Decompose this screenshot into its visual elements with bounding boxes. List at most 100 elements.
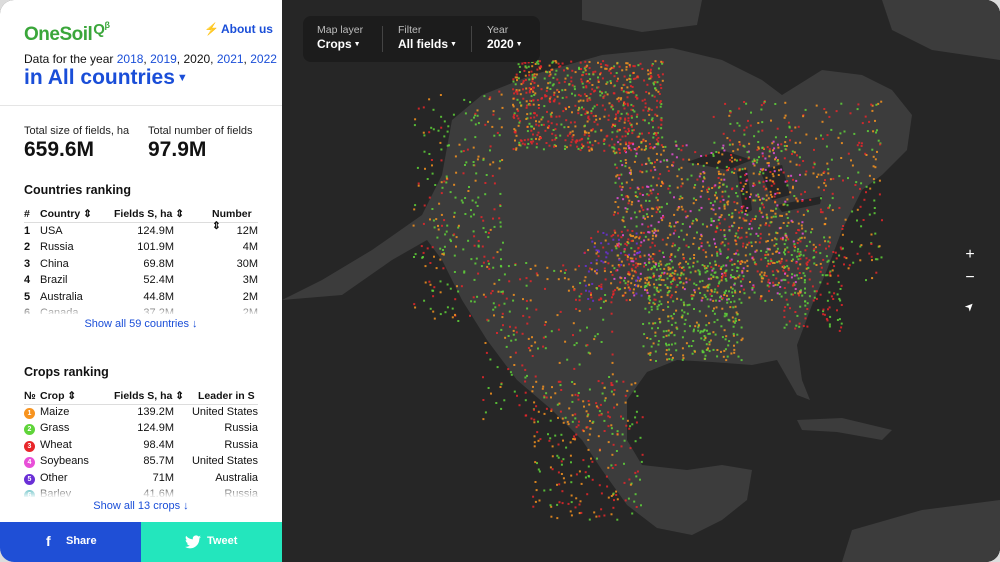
map-view[interactable]: Map layer Crops ▼ Filter All fields ▼ Ye… <box>282 0 1000 562</box>
field-dot <box>570 474 573 477</box>
field-dot <box>824 274 827 277</box>
field-dot <box>838 297 841 300</box>
col-country-sort[interactable]: Country ⇕ <box>40 208 92 220</box>
share-button[interactable]: f Share <box>0 522 141 562</box>
field-dot <box>524 380 527 383</box>
field-dot <box>587 249 590 252</box>
field-dot <box>429 307 432 310</box>
year-link-2022[interactable]: 2022 <box>250 52 277 66</box>
field-dot <box>440 126 443 129</box>
show-all-countries-link[interactable]: Show all 59 countries ↓ <box>84 318 198 330</box>
country-name-cell: USA <box>40 225 63 237</box>
field-dot <box>440 159 443 162</box>
onesoil-logo[interactable]: OneSoilQβ <box>24 20 110 45</box>
field-dot <box>600 287 603 290</box>
year-link-2019[interactable]: 2019 <box>150 52 177 66</box>
field-dot <box>616 80 619 83</box>
field-dot <box>584 284 587 287</box>
col-leader[interactable]: Leader in S <box>198 390 255 402</box>
table-row[interactable]: 2 Grass 124.9M Russia <box>24 421 258 437</box>
field-dot <box>551 139 554 142</box>
field-dot <box>417 184 420 187</box>
table-row[interactable]: 5 Australia 44.8M 2M <box>24 290 258 306</box>
table-row[interactable]: 4 Soybeans 85.7M United States <box>24 454 258 470</box>
field-dot <box>582 145 585 148</box>
table-row[interactable]: 4 Brazil 52.4M 3M <box>24 273 258 289</box>
field-dot <box>785 298 788 301</box>
field-dot <box>760 249 763 252</box>
field-dot <box>723 315 726 318</box>
field-dot <box>523 139 526 142</box>
fields-size-cell: 124.9M <box>137 422 174 435</box>
field-dot <box>611 125 614 128</box>
year-link-2018[interactable]: 2018 <box>116 52 144 66</box>
filter-dropdown[interactable]: Filter All fields ▼ <box>398 24 457 51</box>
field-dot <box>482 261 485 264</box>
field-dot <box>630 240 633 242</box>
field-dot <box>682 301 685 304</box>
year-link-2021[interactable]: 2021 <box>216 52 244 66</box>
field-dot <box>532 133 534 136</box>
col-crop-sort[interactable]: Crop ⇕ <box>40 390 77 402</box>
field-dot <box>437 228 440 231</box>
field-dot <box>474 179 477 182</box>
map-canvas[interactable] <box>282 0 1000 562</box>
field-dot <box>725 289 727 292</box>
table-row[interactable]: 1 USA 124.9M 12M <box>24 224 258 240</box>
show-all-crops-link[interactable]: Show all 13 crops ↓ <box>93 500 189 512</box>
field-dot <box>573 121 576 124</box>
field-dot <box>646 83 649 86</box>
field-dot <box>694 350 696 353</box>
country-dropdown[interactable]: in All countries ▼ <box>24 66 188 89</box>
field-dot <box>805 170 808 173</box>
zoom-out-button[interactable]: − <box>965 269 975 286</box>
field-dot <box>799 291 802 294</box>
field-dot <box>513 116 516 119</box>
field-dot <box>738 107 741 110</box>
table-row[interactable]: 2 Russia 101.9M 4M <box>24 240 258 256</box>
field-dot <box>656 208 659 211</box>
table-row[interactable]: 3 China 69.8M 30M <box>24 257 258 273</box>
field-dot <box>704 271 707 274</box>
field-dot <box>549 81 552 84</box>
field-dot <box>566 74 569 77</box>
field-dot <box>774 136 777 139</box>
field-dot <box>650 345 653 348</box>
field-dot <box>667 315 670 318</box>
field-dot <box>717 219 720 221</box>
field-dot <box>616 403 619 406</box>
field-dot <box>781 236 784 239</box>
field-dot <box>658 317 661 320</box>
field-dot <box>676 208 679 211</box>
field-dot <box>628 199 631 202</box>
field-dot <box>778 251 781 254</box>
field-dot <box>821 137 824 140</box>
field-dot <box>522 80 525 82</box>
col-fields-sort[interactable]: Fields S, ha ⇕ <box>114 390 185 402</box>
field-dot <box>557 62 560 65</box>
field-dot <box>753 261 756 264</box>
field-dot <box>678 198 681 201</box>
field-dot <box>739 263 742 265</box>
tweet-button[interactable]: Tweet <box>141 522 282 562</box>
map-layer-dropdown[interactable]: Map layer Crops ▼ <box>317 24 364 51</box>
field-dot <box>610 249 613 252</box>
field-dot <box>811 228 814 231</box>
table-row[interactable]: 5 Other 71M Australia <box>24 471 258 487</box>
field-dot <box>474 201 477 204</box>
zoom-in-button[interactable]: + <box>965 246 975 263</box>
field-dot <box>628 77 631 80</box>
year-dropdown[interactable]: Year 2020 ▼ <box>487 24 523 51</box>
field-dot <box>649 338 652 340</box>
field-dot <box>526 146 529 149</box>
field-dot <box>643 119 646 122</box>
field-dot <box>670 274 673 277</box>
field-dot <box>797 125 800 128</box>
col-number-sort[interactable]: Number ⇕ <box>212 208 252 232</box>
field-dot <box>790 276 793 279</box>
col-fields-sort[interactable]: Fields S, ha ⇕ <box>114 208 185 220</box>
about-us-link[interactable]: ⚡ About us <box>204 22 273 36</box>
field-dot <box>586 344 589 346</box>
table-row[interactable]: 1 Maize 139.2M United States <box>24 405 258 421</box>
table-row[interactable]: 3 Wheat 98.4M Russia <box>24 438 258 454</box>
